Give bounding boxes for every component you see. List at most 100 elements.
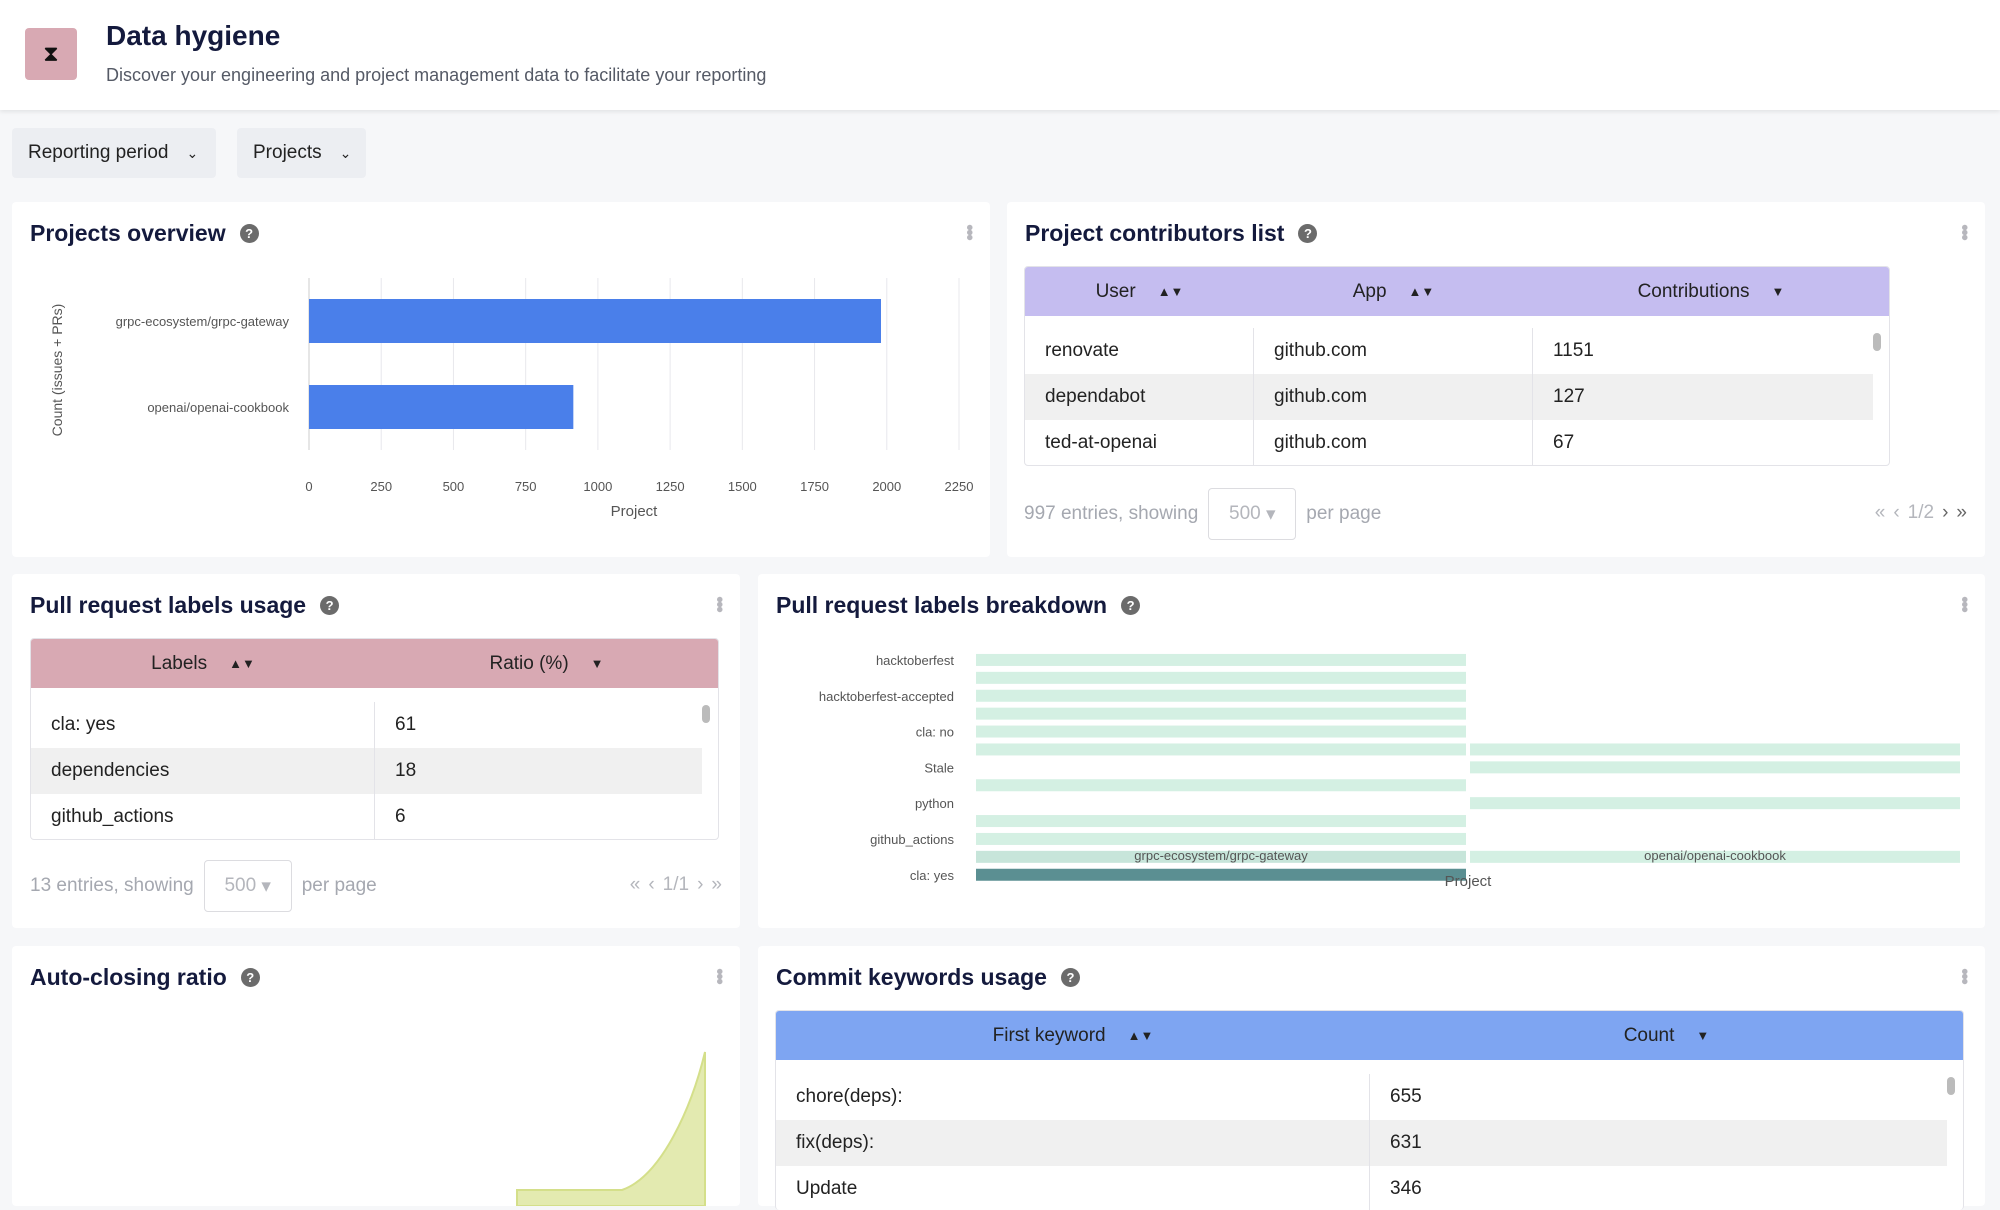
y-tick-label: github_actions: [870, 832, 954, 847]
scrollbar[interactable]: [1873, 333, 1881, 351]
help-icon[interactable]: ?: [320, 596, 340, 615]
heatmap-cell: [1470, 761, 1960, 774]
x-tick-label: 0: [305, 479, 312, 494]
y-tick-label: cla: no: [916, 725, 954, 740]
projects-filter[interactable]: Projects ⌄: [237, 128, 366, 178]
bar: [309, 299, 881, 343]
heatmap-cell: [976, 779, 1466, 792]
help-icon[interactable]: ?: [1060, 968, 1080, 987]
filter-label: Projects: [253, 142, 322, 163]
column-contributions[interactable]: Contributions ▼: [1637, 280, 1785, 302]
table-row[interactable]: renovate github.com 1151: [1025, 328, 1873, 374]
page-header: ⧗ Data hygiene Discover your engineering…: [0, 0, 2000, 110]
table-row[interactable]: github_actions 6: [31, 794, 702, 839]
heatmap-cell: [976, 653, 1466, 666]
sort-desc-icon: ▼: [1771, 284, 1785, 299]
x-tick-label: 250: [370, 479, 392, 494]
x-tick-label: 1000: [583, 479, 612, 494]
more-options-icon[interactable]: •••: [708, 596, 730, 612]
help-icon[interactable]: ?: [1298, 224, 1318, 243]
y-tick-label: hacktoberfest: [876, 653, 954, 668]
prev-page-icon[interactable]: ‹: [1893, 502, 1900, 523]
heatmap-cell: [976, 725, 1466, 738]
help-icon[interactable]: ?: [239, 224, 259, 243]
contributors-card: Project contributors list? ••• User ▲▼ Ap…: [1007, 202, 1985, 557]
table-row[interactable]: Update 346: [776, 1166, 1947, 1210]
commit-keywords-card: Commit keywords usage? ••• First keyword…: [758, 946, 1985, 1210]
sort-desc-icon: ▼: [1696, 1028, 1710, 1043]
x-tick-label: grpc-ecosystem/grpc-gateway: [1134, 848, 1308, 863]
heatmap-cell: [976, 850, 1466, 863]
card-title: Pull request labels usage: [30, 592, 307, 618]
table-row[interactable]: fix(deps): 631: [776, 1120, 1947, 1166]
column-labels[interactable]: Labels ▲▼: [151, 652, 255, 674]
y-tick-label: grpc-ecosystem/grpc-gateway: [116, 314, 290, 329]
scrollbar[interactable]: [1947, 1077, 1955, 1095]
reporting-period-filter[interactable]: Reporting period ⌄: [12, 128, 216, 178]
pagination: 13 entries, showing 500 ▾ per page: [30, 860, 377, 912]
per-page-select[interactable]: 500 ▾: [1208, 488, 1297, 540]
table-header: First keyword ▲▼ Count ▼: [776, 1011, 1963, 1060]
last-page-icon[interactable]: »: [1956, 502, 1967, 523]
y-tick-label: openai/openai-cookbook: [147, 400, 289, 415]
area-series: [516, 1051, 706, 1206]
heatmap-cell: [1470, 850, 1960, 863]
heatmap-cell: [976, 707, 1466, 720]
sort-desc-icon: ▼: [590, 656, 604, 671]
page-nav: «‹ 1/1 ›»: [629, 874, 722, 895]
commit-keywords-table: First keyword ▲▼ Count ▼ chore(deps): 655 f…: [775, 1010, 1964, 1210]
x-axis-label: Project: [611, 503, 659, 520]
x-tick-label: 500: [443, 479, 465, 494]
last-page-icon[interactable]: »: [711, 874, 722, 895]
table-row[interactable]: chore(deps): 655: [776, 1074, 1947, 1120]
sort-icon: ▲▼: [1127, 1028, 1154, 1043]
prev-page-icon[interactable]: ‹: [648, 874, 655, 895]
labels-breakdown-card: Pull request labels breakdown? ••• hackt…: [758, 574, 1985, 928]
heatmap-cell: [976, 832, 1466, 845]
column-user[interactable]: User ▲▼: [1095, 280, 1184, 302]
x-axis-label: Project: [1445, 873, 1493, 890]
scrollbar[interactable]: [702, 705, 710, 723]
y-tick-label: hacktoberfest-accepted: [819, 689, 954, 704]
card-title: Auto-closing ratio: [30, 964, 227, 990]
page-title: Data hygiene: [106, 20, 281, 51]
column-app[interactable]: App ▲▼: [1352, 280, 1435, 302]
first-page-icon[interactable]: «: [1874, 502, 1886, 523]
table-row[interactable]: dependabot github.com 127: [1025, 374, 1873, 420]
next-page-icon[interactable]: ›: [1942, 502, 1949, 523]
table-header: User ▲▼ App ▲▼ Contributions ▼: [1025, 267, 1889, 316]
next-page-icon[interactable]: ›: [697, 874, 704, 895]
table-row[interactable]: cla: yes 61: [31, 702, 702, 748]
sort-icon: ▲▼: [1408, 284, 1435, 299]
table-row[interactable]: ted-at-openai github.com 67: [1025, 420, 1873, 465]
heatmap-cell: [1470, 797, 1960, 810]
x-tick-label: 1750: [800, 479, 829, 494]
heatmap-cell: [976, 815, 1466, 828]
per-page-select[interactable]: 500 ▾: [203, 860, 292, 912]
column-ratio[interactable]: Ratio (%) ▼: [489, 652, 604, 674]
table-row[interactable]: dependencies 18: [31, 748, 702, 794]
more-options-icon[interactable]: •••: [1953, 968, 1975, 984]
y-tick-label: Stale: [924, 760, 954, 775]
labels-table: Labels ▲▼ Ratio (%) ▼ cla: yes 61 dependenc…: [30, 638, 719, 840]
page-subtitle: Discover your engineering and project ma…: [106, 65, 767, 85]
y-axis-label: Count (issues + PRs): [49, 304, 65, 437]
card-title: Project contributors list: [1025, 220, 1285, 246]
sort-icon: ▲▼: [229, 656, 255, 671]
first-page-icon[interactable]: «: [629, 874, 641, 895]
auto-closing-chart: [516, 1051, 706, 1206]
column-first-keyword[interactable]: First keyword ▲▼: [992, 1024, 1154, 1046]
help-icon[interactable]: ?: [240, 968, 260, 987]
x-tick-label: 1250: [656, 479, 685, 494]
x-tick-label: 1500: [728, 479, 757, 494]
more-options-icon[interactable]: •••: [1953, 224, 1975, 240]
labels-breakdown-chart: hacktoberfest hacktoberfest-accepted cla: …: [819, 653, 1960, 890]
projects-overview-card: Projects overview? ••• 0 250 500 750 1000 125…: [12, 202, 990, 557]
x-tick-label: openai/openai-cookbook: [1644, 848, 1786, 863]
auto-closing-card: Auto-closing ratio? •••: [12, 946, 740, 1206]
column-count[interactable]: Count ▼: [1623, 1024, 1710, 1046]
help-icon[interactable]: ?: [1121, 596, 1141, 615]
filter-label: Reporting period: [28, 142, 169, 163]
page-nav: «‹ 1/2 ›»: [1874, 502, 1967, 523]
heatmap-cell: [1470, 743, 1960, 756]
